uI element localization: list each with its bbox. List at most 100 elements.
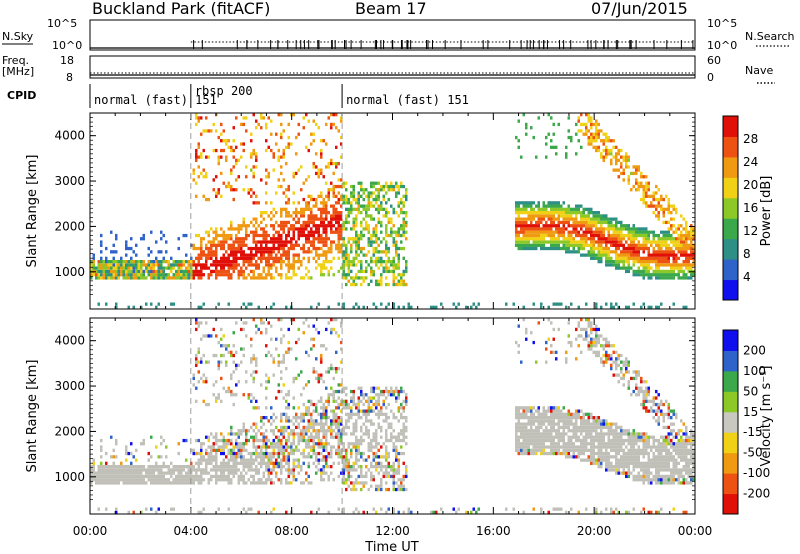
velocity-cell	[360, 455, 363, 459]
power-cell	[567, 250, 570, 254]
velocity-cell	[315, 435, 318, 439]
velocity-cell	[310, 337, 313, 341]
power-cell	[342, 250, 345, 254]
velocity-cell	[305, 471, 308, 475]
power-cell	[362, 246, 365, 251]
power-cell	[310, 276, 313, 280]
velocity-cell	[302, 425, 305, 430]
velocity-cell	[307, 399, 310, 403]
velocity-cell	[362, 402, 365, 407]
power-cell	[562, 214, 565, 218]
velocity-cell	[367, 402, 370, 407]
power-cell	[620, 240, 623, 244]
power-cell	[600, 243, 603, 247]
power-cell	[292, 113, 295, 117]
velocity-cell	[322, 409, 325, 413]
velocity-cell	[287, 389, 290, 394]
power-cell	[660, 237, 663, 241]
power-cell	[227, 260, 230, 264]
power-cell	[385, 214, 388, 218]
velocity-cell	[222, 445, 225, 449]
power-cell	[357, 240, 360, 244]
power-cell	[662, 269, 665, 274]
velocity-cell	[372, 396, 375, 400]
velocity-cell	[362, 451, 365, 456]
velocity-cell	[277, 435, 280, 439]
power-cell	[202, 129, 205, 133]
velocity-cell	[352, 468, 355, 472]
power-cell	[405, 230, 408, 234]
velocity-cell	[250, 435, 253, 439]
velocity-cell	[210, 334, 213, 338]
power-cell	[115, 233, 118, 238]
power-cell	[307, 246, 310, 251]
velocity-cell	[385, 510, 388, 514]
velocity-cell	[300, 465, 303, 469]
power-cell	[645, 181, 648, 185]
power-cell	[320, 253, 323, 257]
velocity-cell	[287, 340, 290, 345]
power-cell	[682, 217, 685, 221]
velocity-cell	[260, 432, 263, 436]
power-cell	[395, 233, 398, 238]
velocity-cell	[247, 429, 250, 433]
velocity-cell	[377, 416, 380, 420]
power-cell	[597, 230, 600, 234]
power-cell	[337, 224, 340, 228]
power-cell	[520, 237, 523, 241]
power-cell	[590, 243, 593, 247]
power-cell	[262, 266, 265, 270]
velocity-cell	[347, 465, 350, 469]
power-cell	[362, 305, 365, 309]
power-cell	[215, 260, 218, 264]
velocity-cell	[302, 438, 305, 443]
power-cell	[257, 224, 260, 228]
power-cell	[210, 269, 213, 274]
velocity-cell	[150, 474, 153, 479]
velocity-cell	[282, 445, 285, 449]
power-cell	[377, 191, 380, 195]
power-cell	[555, 240, 558, 244]
velocity-cell	[100, 481, 103, 485]
velocity-cell	[240, 432, 243, 436]
power-cell	[382, 184, 385, 189]
power-cell	[135, 260, 138, 264]
power-cell	[112, 273, 115, 277]
power-cell	[110, 269, 113, 274]
power-cell	[355, 276, 358, 280]
velocity-cell	[245, 435, 248, 439]
power-cell	[330, 204, 333, 208]
power-cell	[300, 260, 303, 264]
velocity-cell	[305, 406, 308, 410]
power-cell	[362, 279, 365, 283]
power-cell	[580, 224, 583, 228]
power-cell	[217, 158, 220, 162]
velocity-cell	[160, 481, 163, 485]
power-cell	[320, 194, 323, 198]
velocity-cell	[112, 465, 115, 469]
velocity-cell	[325, 386, 328, 390]
velocity-cell	[267, 321, 270, 325]
velocity-cell	[305, 318, 308, 322]
power-cell	[285, 201, 288, 205]
power-cell	[300, 276, 303, 280]
power-cell	[342, 243, 345, 247]
power-cell	[280, 214, 283, 218]
power-cell	[185, 260, 188, 264]
power-cell	[612, 240, 615, 244]
velocity-cell	[187, 474, 190, 479]
power-cell	[360, 276, 363, 280]
power-cell	[382, 250, 385, 254]
power-cell	[577, 119, 580, 123]
velocity-cell	[272, 461, 275, 465]
velocity-cell	[127, 465, 130, 469]
velocity-cell	[262, 481, 265, 485]
power-cell	[265, 276, 268, 280]
power-cell	[240, 155, 243, 159]
power-cell	[100, 260, 103, 264]
power-cell	[100, 233, 103, 238]
velocity-cell	[387, 461, 390, 465]
velocity-cell	[355, 461, 358, 465]
velocity-cell	[335, 412, 338, 416]
power-cell	[392, 276, 395, 280]
